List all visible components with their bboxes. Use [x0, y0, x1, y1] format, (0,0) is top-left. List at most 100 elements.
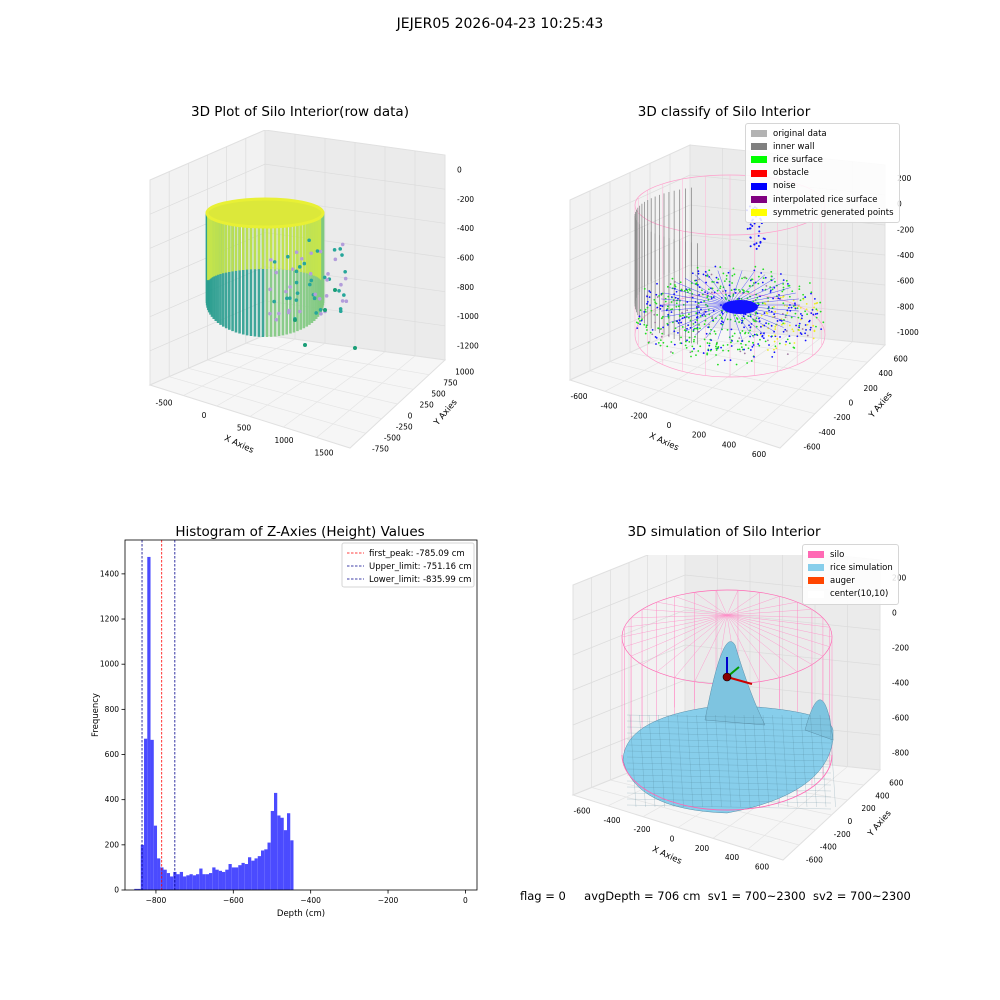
legend-swatch: [808, 577, 824, 585]
raw-y-tick-label: 250: [419, 401, 434, 410]
cls-y-tick-label: -400: [819, 428, 836, 437]
histogram-x-tick-label: 0: [463, 896, 468, 905]
histogram-chart: −800 −600 −400 −200 0 0 200 400 600 800 1000 1200 14…: [91, 539, 478, 919]
histogram-bar: [189, 874, 193, 890]
legend-swatch: [751, 143, 767, 151]
histogram-bar: [277, 815, 281, 890]
histogram-bar: [280, 817, 284, 890]
histogram-bar: [186, 875, 190, 890]
cls-z-tick-label: -1000: [897, 328, 919, 337]
rice-peak: [704, 641, 766, 726]
raw-y-tick-label: -500: [384, 434, 401, 443]
center-marker: [722, 672, 732, 682]
cls-y-tick-label: 200: [864, 384, 879, 393]
raw-z-tick-label: -400: [457, 224, 474, 233]
cls-y-tick-label: -200: [834, 413, 851, 422]
sim-z-tick-label: -400: [892, 679, 909, 688]
raw-plot-title: 3D Plot of Silo Interior(row data): [191, 104, 409, 120]
histogram-bar: [241, 862, 245, 890]
legend-entry: silo: [808, 548, 893, 561]
histogram-bar: [140, 844, 145, 890]
raw-x-tick-label: 500: [237, 424, 252, 433]
sim-y-tick-label: 600: [889, 778, 904, 787]
histogram-title: Histogram of Z-Axies (Height) Values: [175, 524, 425, 540]
legend-label: original data: [773, 128, 827, 139]
legend-label: inner wall: [773, 141, 815, 152]
cls-z-tick-label: -400: [897, 251, 914, 260]
sim-z-tick-label: 200: [892, 574, 907, 583]
sim-z-tick-label: -600: [892, 714, 909, 723]
histogram-bar: [215, 869, 219, 890]
legend-swatch: [751, 196, 767, 204]
histogram-bar: [163, 869, 167, 890]
histogram-bar: [179, 871, 184, 890]
histogram-legend: first_peak: -785.09 cm Upper_limit: -751.…: [341, 542, 475, 588]
legend-swatch: [751, 156, 767, 164]
histogram-frame: [124, 539, 478, 891]
histogram-x-tick-label: −400: [300, 896, 321, 905]
sim-y-tick-label: -600: [806, 856, 823, 865]
cls-x-tick-label: 200: [692, 431, 707, 440]
legend-swatch: [808, 590, 824, 598]
cls-z-tick-label: -200: [897, 225, 914, 234]
legend-entry: original data: [751, 127, 894, 140]
legend-entry: rice surface: [751, 153, 894, 166]
sim-z-tick-label: -800: [892, 749, 909, 758]
histogram-bar: [286, 813, 291, 890]
raw-z-tick-label: -1000: [457, 312, 479, 321]
histogram-bar: [212, 867, 216, 890]
histogram-bar: [150, 739, 154, 890]
legend-label: interpolated rice surface: [773, 194, 878, 205]
legend-swatch: [808, 551, 824, 559]
histogram-x-tick-label: −800: [146, 896, 167, 905]
classify-legend: original data inner wall rice surface obsta…: [745, 123, 900, 224]
histogram-y-tick-label: 0: [114, 886, 119, 895]
sim-z-tick-label: -200: [892, 644, 909, 653]
legend-label: noise: [773, 181, 796, 192]
histogram-y-tick-label: 600: [105, 750, 120, 759]
raw-x-tick-label: -500: [155, 398, 172, 407]
histogram-y-tick-label: 1400: [100, 569, 119, 578]
raw-x-tick-label: 1000: [274, 436, 293, 445]
histogram-bar: [274, 792, 278, 890]
cls-x-tick-label: 400: [722, 440, 737, 449]
sv2-value: sv2 = 700~2300: [812, 889, 911, 903]
raw-y-tick-label: 500: [431, 390, 446, 399]
raw-y-tick-label: 0: [408, 412, 413, 421]
sim-x-tick-label: -600: [573, 807, 590, 816]
histogram-bar: [199, 868, 203, 890]
simulation-3d-surface-plot: -600 -400 -200 0 200 400 600 -600 -400 -200 0 200 40…: [571, 555, 909, 871]
legend-entry: noise: [751, 180, 894, 193]
legend-swatch: [751, 169, 767, 177]
histogram-y-tick-label: 800: [105, 705, 120, 714]
raw-x-tick-label: 1500: [314, 449, 333, 458]
sim-y-tick-label: 400: [875, 791, 890, 800]
histogram-bars: [134, 556, 294, 890]
histogram-bar: [225, 869, 229, 890]
cls-z-tick-label: -800: [897, 302, 914, 311]
histogram-bar: [183, 876, 187, 890]
legend-swatch: [751, 182, 767, 190]
raw-point-cloud: [205, 197, 357, 350]
histogram-bar: [264, 849, 268, 890]
simulation-scene: [621, 589, 836, 814]
legend-label: center(10,10): [830, 589, 889, 600]
cls-x-tick-label: -600: [570, 392, 587, 401]
raw-x-axis-label: X Axies: [223, 434, 256, 457]
histogram-bar: [205, 874, 210, 890]
cls-y-axis-label: Y Axies: [867, 390, 895, 421]
histogram-x-axis-label: Depth (cm): [277, 909, 325, 919]
cls-x-tick-label: 600: [752, 450, 767, 459]
raw-z-tick-label: -1200: [457, 341, 479, 350]
raw-y-tick-label: -250: [396, 423, 413, 432]
legend-swatch: [808, 564, 824, 572]
histogram-legend-label: Lower_limit: -835.99 cm: [369, 575, 471, 585]
auger-axis-x: [726, 676, 753, 685]
legend-entry: center(10,10): [808, 588, 893, 601]
histogram-bar: [290, 840, 294, 890]
raw-y-tick-label: 750: [443, 379, 458, 388]
cls-y-tick-label: -600: [804, 443, 821, 452]
sim-x-tick-label: 400: [725, 853, 740, 862]
cls-x-tick-label: -200: [630, 411, 647, 420]
sim-y-tick-label: -200: [834, 830, 851, 839]
